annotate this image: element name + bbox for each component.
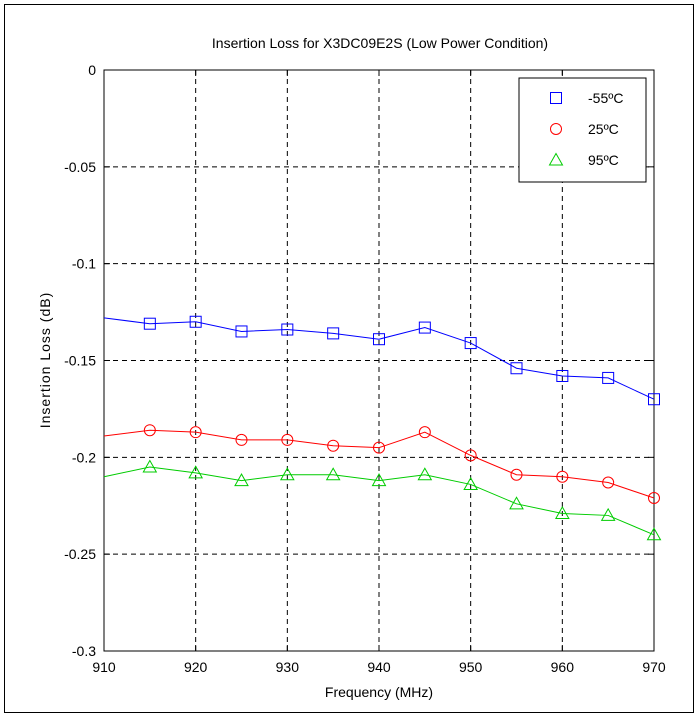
data-point (189, 315, 202, 328)
legend-label: 25ºC (588, 121, 619, 137)
series-group (103, 424, 660, 505)
data-point (373, 333, 385, 346)
data-point (510, 362, 523, 375)
legend-marker (550, 123, 562, 135)
data-point (646, 527, 662, 541)
data-point (556, 369, 569, 382)
x-tick-label: 960 (551, 659, 575, 675)
data-point (556, 470, 569, 483)
y-axis-label: Insertion Loss (dB) (37, 292, 53, 429)
legend-label: -55ºC (588, 90, 623, 106)
y-tick-label: -0.15 (64, 353, 96, 369)
x-tick-label: 910 (92, 659, 116, 675)
ticks: 910 920 930 940 950 960 970 0 -0.05 -0.1 -0.15 -0.2… (64, 62, 666, 675)
data-point (143, 317, 156, 330)
x-tick-label: 920 (184, 659, 208, 675)
legend-marker (550, 92, 562, 104)
data-point (464, 449, 477, 462)
legend-marker (548, 152, 564, 166)
data-point (509, 496, 524, 510)
x-axis-label: Frequency (MHz) (325, 684, 433, 700)
data-point (189, 426, 202, 439)
data-point (418, 426, 431, 439)
data-point (235, 325, 248, 338)
x-tick-label: 950 (459, 659, 483, 675)
x-tick-label: 970 (642, 659, 666, 675)
y-tick-label: -0.25 (64, 546, 96, 562)
data-point (463, 476, 479, 490)
x-tick-label: 940 (367, 659, 391, 675)
series-line (103, 317, 655, 400)
data-point (602, 371, 615, 384)
series-layer (103, 315, 662, 541)
data-point (279, 467, 295, 481)
data-point (510, 468, 523, 481)
y-tick-label: 0 (88, 62, 96, 78)
grid (104, 70, 654, 651)
data-point (554, 505, 570, 519)
chart-title: Insertion Loss for X3DC09E2S (Low Power … (212, 35, 548, 51)
legend-box (518, 77, 647, 183)
data-point (648, 393, 660, 406)
series-group (103, 459, 662, 541)
data-point (371, 473, 387, 487)
legend-label: 95ºC (588, 152, 619, 168)
series-group (103, 315, 660, 406)
data-point (235, 433, 248, 446)
data-point (600, 507, 616, 521)
data-point (188, 465, 204, 479)
data-point (142, 459, 158, 473)
data-point (281, 433, 294, 446)
data-point (325, 467, 341, 481)
y-tick-label: -0.3 (72, 643, 96, 659)
data-point (373, 441, 385, 454)
data-point (602, 476, 615, 489)
legend: -55ºC 25ºC 95ºC (518, 77, 647, 183)
data-point (417, 467, 433, 481)
x-tick-label: 930 (276, 659, 300, 675)
data-point (327, 439, 340, 452)
data-point (234, 473, 249, 487)
series-line (103, 429, 655, 499)
data-point (648, 492, 660, 505)
y-tick-label: -0.2 (72, 449, 96, 465)
y-tick-label: -0.1 (72, 256, 96, 272)
data-point (464, 337, 477, 350)
y-tick-label: -0.05 (64, 159, 96, 175)
data-point (418, 321, 431, 334)
data-point (143, 424, 156, 437)
data-point (327, 327, 340, 340)
data-point (281, 323, 294, 336)
series-line (103, 466, 655, 536)
